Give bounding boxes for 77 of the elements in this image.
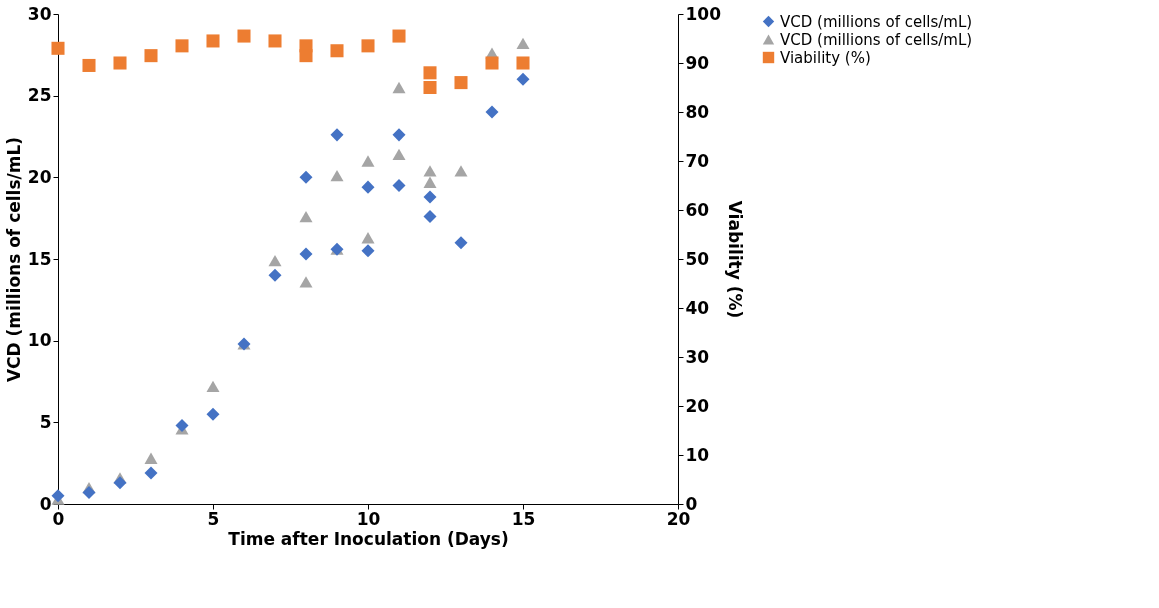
point (392, 128, 406, 142)
point (516, 72, 530, 86)
y2-tick-label: 70 (685, 150, 710, 171)
y2-tick-label: 60 (685, 199, 710, 220)
y2-axis-title: Viability (%) (724, 200, 745, 319)
point (299, 170, 313, 184)
point (237, 29, 251, 43)
point (454, 236, 468, 250)
point (206, 407, 220, 421)
point (361, 180, 375, 194)
point (330, 170, 344, 182)
y-tick-label: 25 (27, 85, 52, 106)
point (299, 276, 313, 288)
point (175, 39, 189, 53)
point (392, 81, 406, 94)
point (392, 178, 406, 193)
point (330, 128, 344, 142)
point (330, 44, 344, 58)
point (485, 105, 499, 119)
point (516, 37, 530, 50)
point (423, 176, 437, 188)
x-tick-label: 5 (207, 508, 220, 529)
x-tick-label: 15 (511, 508, 536, 529)
y2-tick-label: 40 (685, 297, 710, 318)
point (299, 247, 313, 261)
legend-label: Viability (%) (780, 48, 871, 67)
x-tick-label: 0 (52, 508, 65, 529)
y2-tick-label: 10 (685, 444, 710, 465)
y2-tick-label: 30 (685, 346, 710, 367)
point (423, 210, 437, 224)
point (268, 268, 282, 282)
point (299, 210, 313, 223)
point (361, 244, 375, 258)
point (423, 190, 437, 204)
point (268, 254, 282, 267)
x-axis-title: Time after Inoculation (Days) (228, 528, 509, 549)
point (82, 58, 96, 72)
y2-tick-label: 50 (685, 248, 710, 269)
y-tick-label: 20 (27, 166, 52, 187)
point (144, 49, 158, 63)
point (175, 419, 189, 433)
point (206, 34, 220, 48)
point (268, 34, 282, 48)
x-tick-label: 10 (356, 508, 381, 529)
point (82, 486, 96, 500)
y2-tick-label: 20 (685, 395, 710, 416)
y2-tick-label: 80 (685, 101, 710, 122)
y2-tick-label: 90 (685, 52, 710, 73)
y-tick-label: 15 (27, 248, 52, 269)
point (392, 148, 406, 161)
point (144, 466, 158, 480)
point (144, 452, 158, 464)
point (51, 41, 65, 55)
point (392, 29, 406, 43)
point (51, 489, 65, 503)
y-tick-label: 0 (39, 493, 52, 514)
y-tick-label: 10 (27, 330, 52, 351)
point (485, 56, 499, 70)
point (361, 155, 375, 167)
point (454, 76, 468, 90)
point (423, 66, 437, 80)
point (113, 56, 127, 70)
point (361, 39, 375, 53)
point (454, 165, 468, 177)
point (299, 49, 313, 63)
point (206, 380, 220, 393)
point (113, 476, 127, 490)
legend-label: VCD (millions of cells/mL) (780, 12, 973, 31)
y2-tick-label: 100 (685, 3, 722, 24)
point (423, 80, 437, 95)
y-axis-title: VCD (millions of cells/mL) (3, 136, 24, 383)
point (423, 165, 437, 177)
y-tick-label: 30 (27, 3, 52, 24)
y-tick-label: 5 (39, 411, 52, 432)
point (361, 232, 375, 244)
point (516, 56, 530, 70)
legend-label: VCD (millions of cells/mL) (780, 30, 973, 49)
